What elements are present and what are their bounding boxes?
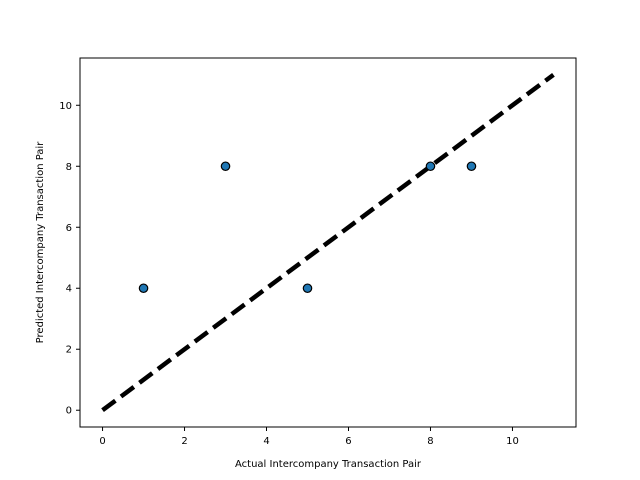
- y-tick-label: 0: [66, 406, 72, 417]
- x-tick-label: 2: [181, 436, 187, 447]
- x-tick-label: 8: [427, 436, 433, 447]
- data-point: [138, 283, 149, 294]
- data-points: [138, 161, 477, 294]
- data-point: [466, 161, 477, 172]
- data-point: [302, 283, 313, 294]
- y-tick-label: 6: [66, 223, 72, 234]
- y-tick-label: 2: [66, 345, 72, 356]
- data-point: [425, 161, 436, 172]
- x-tick-label: 6: [345, 436, 351, 447]
- y-tick-label: 10: [59, 101, 72, 112]
- y-tick-label: 8: [66, 162, 72, 173]
- x-tick-label: 10: [506, 436, 519, 447]
- y-axis-ticks: 0 2 4 6 8 10: [59, 101, 80, 417]
- data-point: [220, 161, 231, 172]
- x-axis-label: Actual Intercompany Transaction Pair: [235, 459, 422, 470]
- plot-frame: [79, 57, 577, 428]
- y-axis-label: Predicted Intercompany Transaction Pair: [35, 141, 46, 344]
- y-tick-label: 4: [66, 284, 72, 295]
- reference-line: [101, 72, 555, 413]
- x-axis-ticks: 0 2 4 6 8 10: [99, 427, 519, 447]
- reference-line-layer: [101, 72, 555, 413]
- x-tick-label: 0: [99, 436, 105, 447]
- x-tick-label: 4: [263, 436, 269, 447]
